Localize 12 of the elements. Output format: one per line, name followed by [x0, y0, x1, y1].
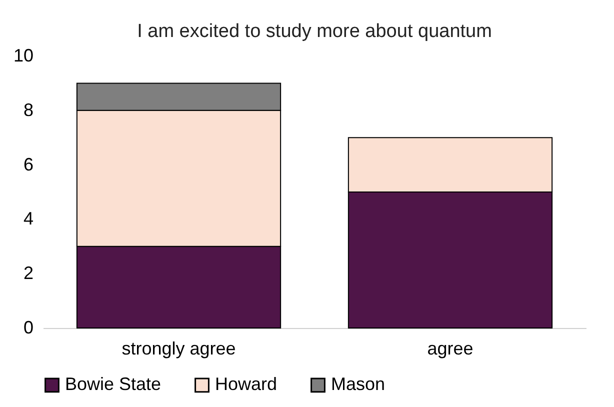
- y-tick-label: 2: [23, 263, 34, 284]
- y-tick-label: 4: [23, 208, 34, 229]
- y-tick-label: 8: [23, 100, 34, 120]
- y-tick-label: 10: [13, 46, 34, 66]
- chart-title: I am excited to study more about quantum: [137, 21, 492, 42]
- x-tick-label: strongly agree: [122, 338, 236, 358]
- y-tick-label: 0: [23, 318, 34, 338]
- legend-label: Howard: [215, 374, 278, 394]
- legend-label: Bowie State: [65, 374, 162, 394]
- y-tick-label: 6: [23, 154, 34, 174]
- x-tick-label: agree: [427, 338, 474, 358]
- legend-label: Mason: [331, 374, 386, 394]
